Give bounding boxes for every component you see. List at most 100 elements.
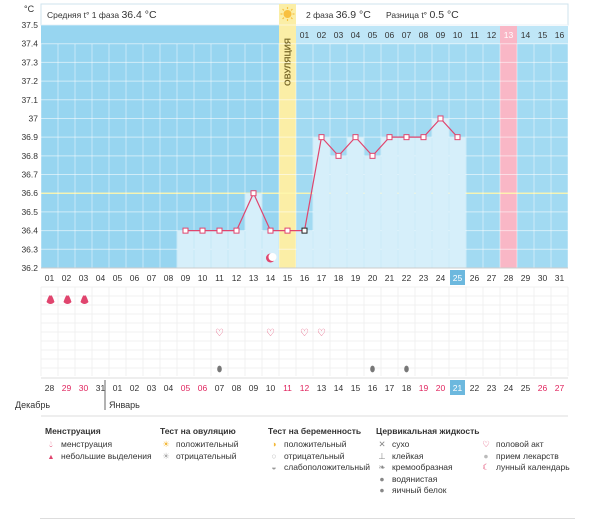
phase1-label: Средняя t° 1 фаза 36.4 °C	[47, 9, 157, 21]
calendar-date-label: 06	[198, 383, 208, 393]
cycle-day-label: 06	[130, 273, 140, 283]
calendar-date-label: 02	[130, 383, 140, 393]
temp-bar	[449, 137, 466, 268]
calendar-date-label: 19	[419, 383, 429, 393]
cycle-day-header-label: 16	[555, 30, 565, 40]
moon-icon: ☾	[482, 462, 490, 472]
cycle-day-label: 22	[402, 273, 412, 283]
cycle-day-label: 09	[181, 273, 191, 283]
temp-bar	[432, 118, 449, 268]
bbt-chart: 36.2 36.3 36.4 36.5 36.6 36.7 36.8 36.9 37 37.1 37…	[15, 3, 569, 417]
calendar-date-label: 26	[538, 383, 548, 393]
temp-point	[386, 134, 393, 141]
cycle-day-header-label: 07	[402, 30, 412, 40]
temp-bar	[313, 137, 330, 268]
temp-bar	[194, 230, 211, 268]
temp-point	[301, 227, 308, 234]
cycle-day-header-label: 04	[351, 30, 361, 40]
calendar-date-label: 27	[555, 383, 565, 393]
intercourse-icon: ♡	[215, 328, 224, 339]
phase2-value: 36.9 °C	[336, 9, 372, 21]
legend-pregnancy-title: Тест на беременность	[268, 426, 362, 436]
temp-bar	[211, 230, 228, 268]
pill-icon: ●	[483, 450, 489, 461]
sun-ray	[290, 8, 293, 11]
cycle-day-label: 13	[249, 273, 259, 283]
y-tick-label: 36.9	[21, 132, 38, 142]
cycle-day-label: 07	[147, 273, 157, 283]
y-tick-label: 37.5	[21, 20, 38, 30]
menstruation-icon	[80, 295, 89, 304]
y-tick-label: 37.1	[21, 95, 38, 105]
month-label-jan: Январь	[109, 400, 140, 410]
temp-bar	[347, 137, 364, 268]
cycle-day-header-label: 06	[385, 30, 395, 40]
cycle-day-label: 27	[487, 273, 497, 283]
temp-bar	[177, 230, 194, 268]
fluid-icon	[404, 365, 409, 373]
temp-point	[352, 134, 359, 141]
cycle-day-label: 28	[504, 273, 514, 283]
cycle-day-label: 11	[215, 273, 224, 283]
diff-value: 0.5 °C	[429, 9, 459, 21]
sun-ray	[282, 8, 285, 11]
y-tick-label: 36.6	[21, 188, 38, 198]
cycle-day-label: 16	[300, 273, 310, 283]
calendar-date-label: 15	[351, 383, 361, 393]
temp-point	[369, 152, 376, 159]
cycle-day-header-label: 12	[487, 30, 497, 40]
calendar-date-label: 29	[62, 383, 72, 393]
temp-bar	[415, 137, 432, 268]
cycle-day-label: 21	[385, 273, 395, 283]
temp-point	[250, 190, 257, 197]
calendar-date-label: 04	[164, 383, 174, 393]
temp-point	[437, 115, 444, 122]
cycle-day-header-label: 01	[300, 30, 310, 40]
y-tick-label: 37.4	[21, 39, 38, 49]
cycle-day-label: 05	[113, 273, 123, 283]
y-tick-label: 36.5	[21, 207, 38, 217]
legend-menstruation-title: Менструация	[45, 426, 101, 436]
calendar-date-label: 17	[385, 383, 395, 393]
legend-menstruation: Менструация 💧︎ менструация ▲ небольшие выд…	[45, 426, 152, 462]
temp-bar	[398, 137, 415, 268]
temp-bar	[228, 230, 245, 268]
fluid-icon	[217, 365, 222, 373]
temp-point	[403, 134, 410, 141]
cycle-day-label: 10	[198, 273, 208, 283]
watery-icon: ●	[379, 473, 385, 484]
cycle-day-header-label: 05	[368, 30, 378, 40]
y-tick-label: 37.2	[21, 76, 38, 86]
legend-item: прием лекарств	[496, 450, 559, 461]
calendar-date-label: 28	[45, 383, 55, 393]
y-tick-label: 36.8	[21, 151, 38, 161]
y-tick-label: 37	[29, 113, 39, 123]
drop-icon: 💧︎	[49, 439, 53, 449]
legend-item: лунный календарь	[496, 462, 570, 472]
cycle-day-header-label: 14	[521, 30, 531, 40]
calendar-date-label: 18	[402, 383, 412, 393]
pink-column	[500, 26, 517, 268]
legend-item: клейкая	[392, 450, 424, 461]
cycle-day-label: 30	[538, 273, 548, 283]
calendar-date-label: 11	[283, 383, 292, 393]
cycle-day-label: 01	[45, 273, 55, 283]
temp-point	[420, 134, 427, 141]
phase2-label: 2 фаза 36.9 °C	[306, 9, 371, 21]
temp-point	[182, 227, 189, 234]
legend-ovulation-title: Тест на овуляцию	[160, 426, 236, 436]
egg-white-icon: ●	[379, 485, 385, 495]
test-positive-icon: ◑	[271, 439, 277, 449]
calendar-date-label: 13	[317, 383, 327, 393]
intercourse-icon: ♡	[317, 328, 326, 339]
creamy-icon: ❧	[378, 462, 386, 472]
cycle-day-header-label: 13	[504, 30, 514, 40]
temp-point	[267, 227, 274, 234]
sun-icon: ☀	[162, 439, 170, 449]
y-tick-label: 36.3	[21, 244, 38, 254]
temp-point	[284, 227, 291, 234]
ovulation-label: ОВУЛЯЦИЯ	[283, 38, 293, 86]
ovulation-column	[279, 4, 296, 268]
legend-cervical: Цервикальная жидкость ✕ сухо ⊥ клейкая ❧ кр…	[376, 426, 479, 497]
cycle-day-label: 12	[232, 273, 242, 283]
